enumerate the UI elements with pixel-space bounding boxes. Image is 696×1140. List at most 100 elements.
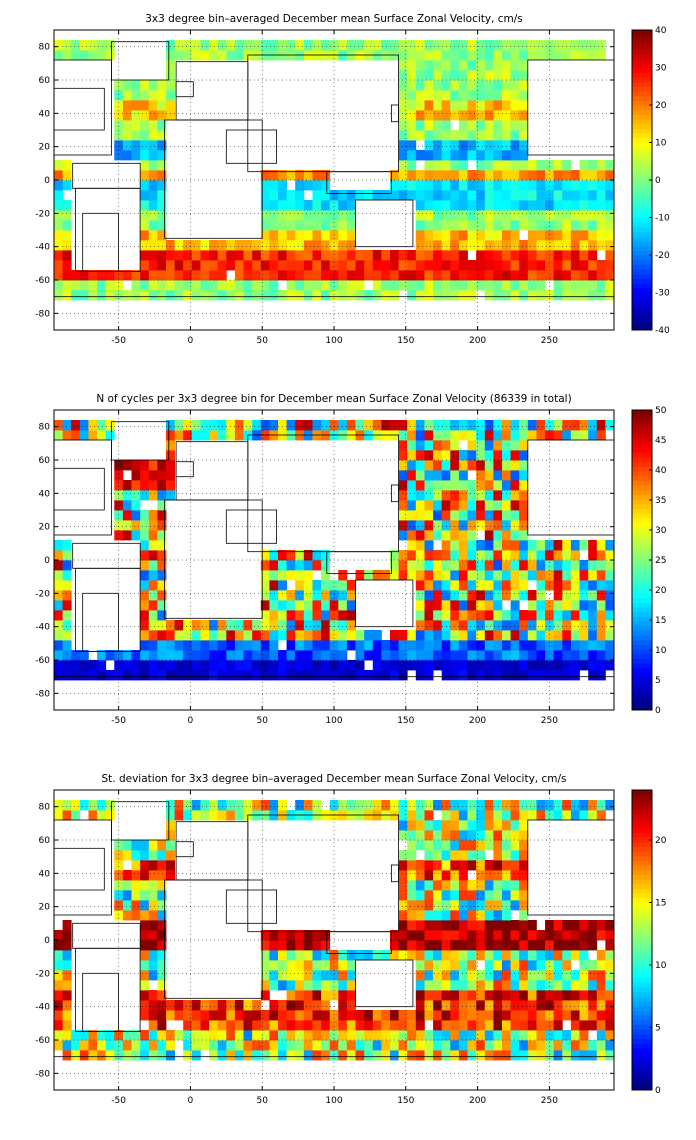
heatmap-cell	[467, 220, 477, 231]
heatmap-cell	[390, 1010, 399, 1021]
heatmap-cell	[166, 100, 175, 111]
heatmap-cell	[579, 260, 589, 271]
heatmap-cell	[493, 860, 503, 871]
colorbar-swatch	[632, 461, 652, 467]
heatmap-cell	[286, 610, 296, 621]
heatmap-cell	[415, 660, 425, 671]
heatmap-cell	[596, 270, 606, 281]
heatmap-cell	[278, 240, 287, 251]
heatmap-cell	[415, 580, 425, 591]
heatmap-cell	[54, 550, 63, 561]
heatmap-cell	[407, 270, 417, 281]
heatmap-cell	[424, 910, 434, 921]
heatmap-cell	[286, 670, 296, 681]
colorbar-tick-label: 5	[655, 676, 661, 686]
heatmap-cell	[467, 1020, 477, 1031]
heatmap-cell	[493, 190, 503, 201]
heatmap-cell	[596, 960, 606, 971]
heatmap-cell	[527, 160, 537, 171]
heatmap-cell	[536, 590, 546, 601]
heatmap-cell	[295, 650, 305, 661]
heatmap-cell	[458, 820, 468, 831]
heatmap-cell	[424, 150, 434, 161]
heatmap-cell	[424, 190, 434, 201]
heatmap-cell	[295, 290, 305, 301]
heatmap-cell	[62, 420, 72, 431]
heatmap-cell	[71, 50, 81, 61]
heatmap-cell	[62, 1010, 72, 1021]
heatmap-cell	[553, 1010, 563, 1021]
heatmap-cell	[415, 230, 425, 241]
heatmap-cell	[510, 620, 520, 631]
heatmap-cell	[381, 950, 391, 961]
heatmap-cell	[140, 270, 150, 281]
heatmap-cell	[519, 870, 529, 881]
heatmap-cell	[286, 570, 296, 581]
heatmap-cell	[355, 950, 365, 961]
heatmap-cell	[140, 650, 150, 661]
heatmap-cell	[484, 1040, 494, 1051]
heatmap-cell	[458, 470, 468, 481]
heatmap-cell	[122, 910, 132, 921]
heatmap-cell	[588, 230, 598, 241]
heatmap-cell	[433, 520, 443, 531]
heatmap-cell	[536, 1030, 546, 1041]
heatmap-cell	[433, 130, 443, 141]
heatmap-cell	[407, 440, 417, 451]
x-tick-label: 200	[469, 1096, 486, 1106]
heatmap-cell	[493, 890, 503, 901]
heatmap-cell	[346, 1030, 356, 1041]
heatmap-cell	[398, 270, 408, 281]
heatmap-cell	[467, 100, 477, 111]
heatmap-cell	[424, 620, 434, 631]
heatmap-cell	[588, 210, 598, 221]
heatmap-cell	[286, 220, 296, 231]
heatmap-cell	[278, 1050, 287, 1061]
heatmap-cell	[286, 600, 296, 611]
heatmap-cell	[191, 1010, 201, 1021]
heatmap-cell	[191, 660, 201, 671]
heatmap-cell	[562, 250, 572, 261]
heatmap-cell	[183, 260, 193, 271]
heatmap-cell	[545, 670, 555, 681]
heatmap-cell	[424, 800, 434, 811]
heatmap-cell	[536, 960, 546, 971]
heatmap-cell	[484, 880, 494, 891]
heatmap-cell	[493, 500, 503, 511]
heatmap-cell	[493, 150, 503, 161]
heatmap-cell	[398, 150, 408, 161]
heatmap-cell	[122, 850, 132, 861]
heatmap-cell	[502, 630, 511, 641]
heatmap-cell	[441, 660, 451, 671]
heatmap-cell	[484, 220, 494, 231]
heatmap-cell	[510, 240, 520, 251]
heatmap-cell	[148, 510, 158, 521]
heatmap-cell	[441, 240, 451, 251]
heatmap-cell	[148, 90, 158, 101]
heatmap-cell	[519, 980, 529, 991]
heatmap-cell	[346, 800, 356, 811]
heatmap-cell	[303, 280, 313, 291]
heatmap-cell	[278, 620, 287, 631]
heatmap-cell	[519, 890, 529, 901]
heatmap-cell	[321, 930, 331, 941]
heatmap-cell	[148, 250, 158, 261]
colorbar-swatch	[632, 315, 652, 322]
heatmap-cell	[338, 640, 348, 651]
heatmap-cell	[502, 610, 511, 621]
heatmap-cell	[527, 230, 537, 241]
heatmap-cell	[329, 960, 339, 971]
heatmap-cell	[62, 590, 72, 601]
heatmap-cell	[329, 230, 339, 241]
heatmap-cell	[166, 250, 175, 261]
heatmap-cell	[122, 290, 132, 301]
heatmap-cell	[458, 900, 468, 911]
heatmap-cell	[200, 430, 210, 441]
heatmap-cell	[415, 940, 425, 951]
heatmap-cell	[467, 480, 477, 491]
heatmap-cell	[502, 800, 511, 811]
heatmap-cell	[71, 280, 81, 291]
heatmap-cell	[510, 900, 520, 911]
heatmap-cell	[321, 650, 331, 661]
colorbar-swatch	[632, 996, 652, 1002]
